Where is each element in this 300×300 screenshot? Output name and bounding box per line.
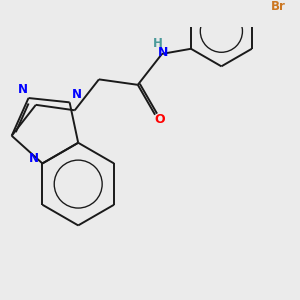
Text: Br: Br xyxy=(271,0,285,13)
Text: N: N xyxy=(28,152,38,165)
Text: N: N xyxy=(158,46,168,59)
Text: N: N xyxy=(18,82,28,96)
Text: H: H xyxy=(153,37,163,50)
Text: N: N xyxy=(71,88,82,101)
Text: O: O xyxy=(154,113,164,126)
